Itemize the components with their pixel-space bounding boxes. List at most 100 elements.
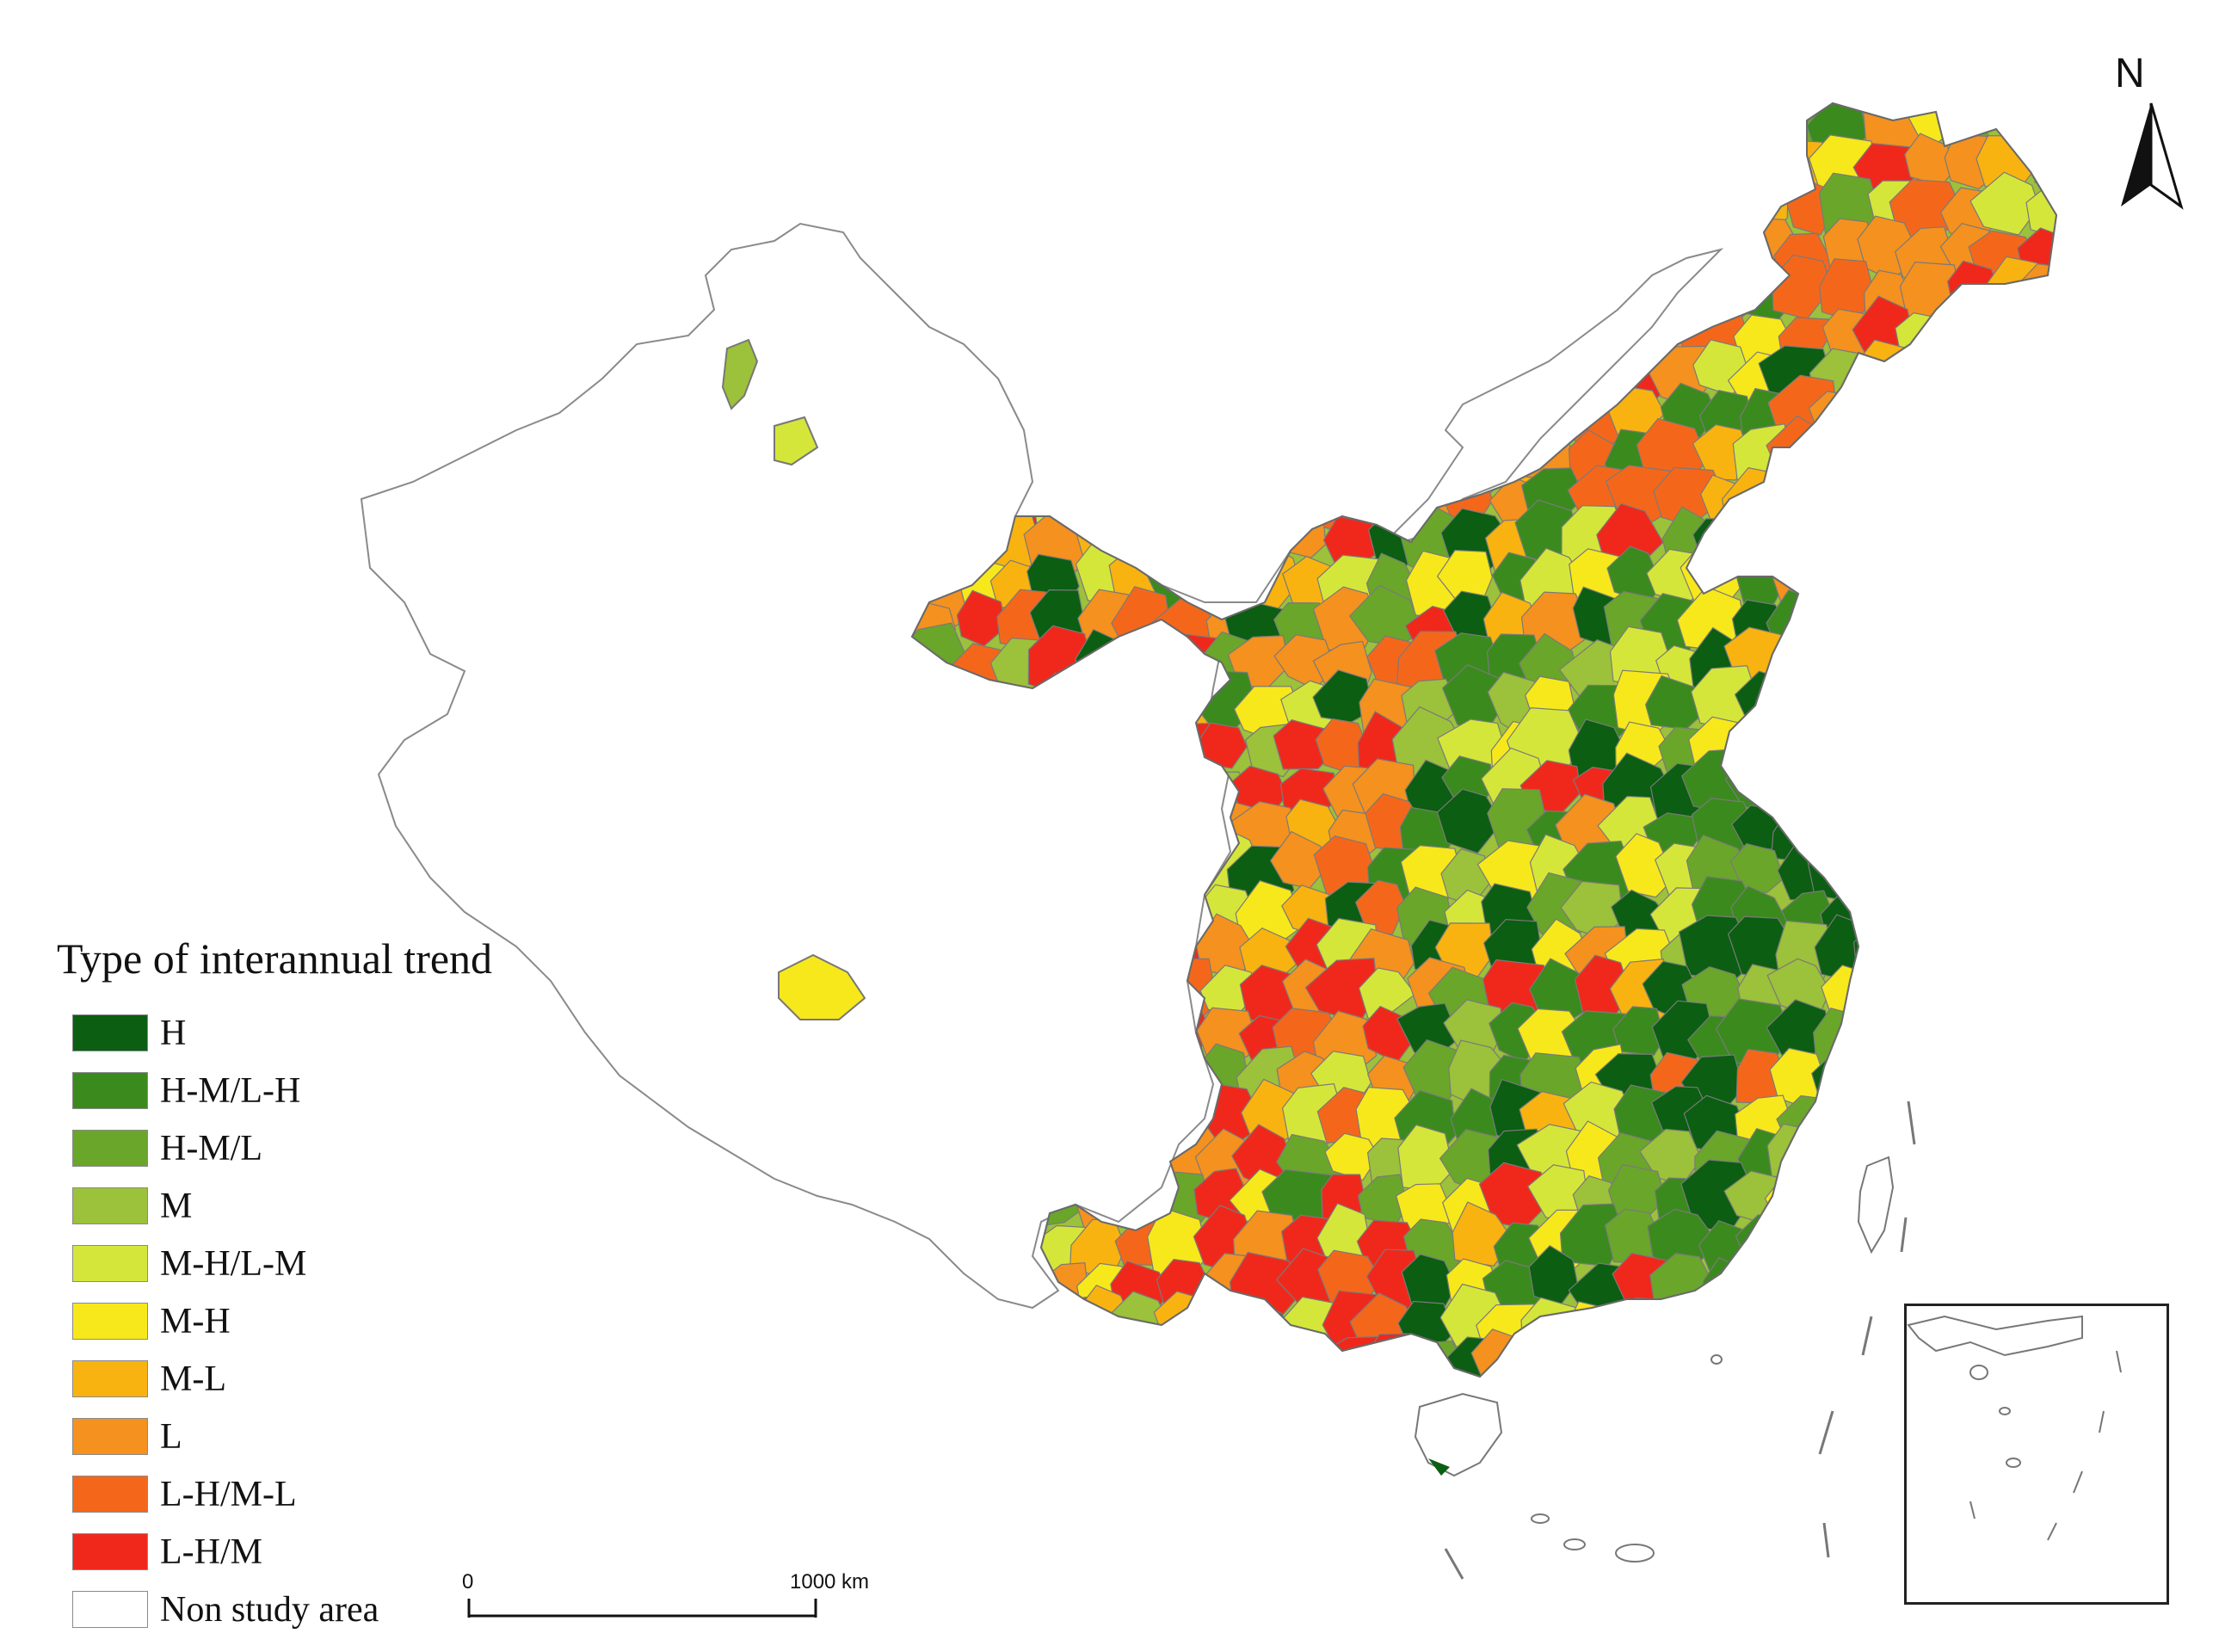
- region-patch: [1114, 232, 1178, 289]
- region-patch: [1076, 170, 1138, 231]
- south-sea-islands: [1531, 1354, 1723, 1563]
- inset-map: [1907, 1315, 2122, 1541]
- region-patch: [1847, 671, 1919, 739]
- region-patch: [1077, 1335, 1141, 1377]
- region-patch: [1192, 305, 1253, 370]
- region-patch: [1024, 135, 1102, 213]
- region-patch: [980, 292, 1053, 357]
- region-patch: [1065, 218, 1132, 289]
- region-patch: [1771, 103, 1833, 108]
- legend-item: H-M/L: [53, 1119, 604, 1177]
- region-patch: [1674, 1293, 1747, 1360]
- region-patch: [1148, 423, 1217, 489]
- region-patch: [1843, 421, 1920, 495]
- region-patch: [1156, 297, 1215, 363]
- legend-label: L-H/M-L: [160, 1474, 297, 1514]
- region-patch: [1988, 353, 2041, 402]
- region-patch: [1820, 710, 1884, 774]
- region-patch: [1984, 708, 2046, 780]
- region-patch: [1113, 103, 1168, 151]
- legend-swatch: [72, 1360, 148, 1397]
- legend-label: H: [160, 1013, 187, 1053]
- region-patch: [1193, 1303, 1266, 1365]
- region-patch: [1928, 103, 2008, 129]
- region-patch: [1911, 1057, 1962, 1114]
- region-patch: [1235, 298, 1293, 366]
- region-patch: [1806, 412, 1882, 479]
- region-patch: [912, 1286, 939, 1359]
- region-patch: [1892, 103, 1956, 114]
- region-patch: [1981, 1047, 2034, 1104]
- region-patch: [1236, 349, 1304, 422]
- region-patch: [1971, 103, 2036, 119]
- region-patch: [1026, 418, 1093, 484]
- region-patch: [1852, 103, 1922, 115]
- legend-item: M-H/L-M: [53, 1235, 604, 1292]
- region-patch: [1529, 264, 1583, 324]
- legend-swatch: [72, 1533, 148, 1570]
- region-patch: [1811, 103, 1863, 104]
- region-patch: [1317, 226, 1374, 276]
- region-patch: [2019, 680, 2056, 736]
- region-patch: [1944, 706, 2005, 778]
- region-patch: [1108, 298, 1185, 377]
- legend-item: L: [53, 1408, 604, 1465]
- region-patch: [1945, 1054, 2004, 1113]
- xinjiang-patch-1: [721, 338, 759, 410]
- region-patch: [1891, 716, 1966, 786]
- region-patch: [1677, 1328, 1749, 1377]
- legend-swatch: [72, 1303, 148, 1340]
- region-patch: [1228, 180, 1288, 237]
- region-patch: [1062, 471, 1128, 533]
- region-patch: [1975, 753, 2037, 815]
- region-patch: [1888, 961, 1958, 1027]
- region-patch: [1939, 351, 1986, 393]
- north-arrow-icon: [2121, 102, 2184, 210]
- legend-swatch: [72, 1476, 148, 1513]
- region-patch: [912, 1244, 923, 1304]
- region-patch: [1278, 103, 1337, 156]
- region-patch: [1447, 234, 1501, 283]
- region-patch: [1650, 1336, 1710, 1377]
- region-patch: [1360, 267, 1427, 325]
- region-patch: [1900, 350, 1962, 407]
- region-patch: [1982, 557, 2042, 613]
- region-patch: [1481, 254, 1548, 317]
- region-patch: [2020, 798, 2056, 863]
- region-patch: [1898, 641, 1949, 701]
- region-patch: [1773, 512, 1840, 583]
- region-patch: [1735, 137, 1809, 206]
- region-patch: [1778, 1211, 1842, 1272]
- region-patch: [1115, 345, 1176, 410]
- region-patch: [1618, 105, 1669, 161]
- region-patch: [1945, 1088, 2002, 1144]
- region-patch: [1363, 149, 1422, 193]
- region-patch: [1613, 186, 1665, 245]
- region-patch: [2013, 700, 2056, 768]
- region-patch: [1617, 1298, 1669, 1349]
- region-patch: [1774, 668, 1836, 742]
- region-patch: [1161, 503, 1217, 563]
- region-patch: [983, 103, 1049, 164]
- region-patch: [2016, 1172, 2056, 1248]
- region-patch: [913, 179, 973, 237]
- region-patch: [2024, 915, 2056, 983]
- region-patch: [1972, 430, 2041, 496]
- region-patch: [1406, 222, 1459, 281]
- region-patch: [1229, 1322, 1298, 1377]
- region-patch: [1438, 103, 1502, 106]
- region-patch: [977, 267, 1059, 336]
- region-patch: [1113, 125, 1178, 192]
- region-patch: [1517, 217, 1591, 290]
- region-patch: [1690, 186, 1752, 243]
- region-patch: [1067, 262, 1134, 323]
- region-patch: [1931, 1169, 2006, 1243]
- region-patch: [943, 167, 1010, 244]
- region-patch: [1846, 596, 1916, 661]
- region-patch: [2023, 387, 2056, 448]
- region-patch: [1941, 963, 1994, 1018]
- region-patch: [1267, 138, 1331, 204]
- region-patch: [938, 1337, 1009, 1377]
- region-patch: [1936, 513, 1998, 576]
- region-patch: [1945, 881, 1997, 937]
